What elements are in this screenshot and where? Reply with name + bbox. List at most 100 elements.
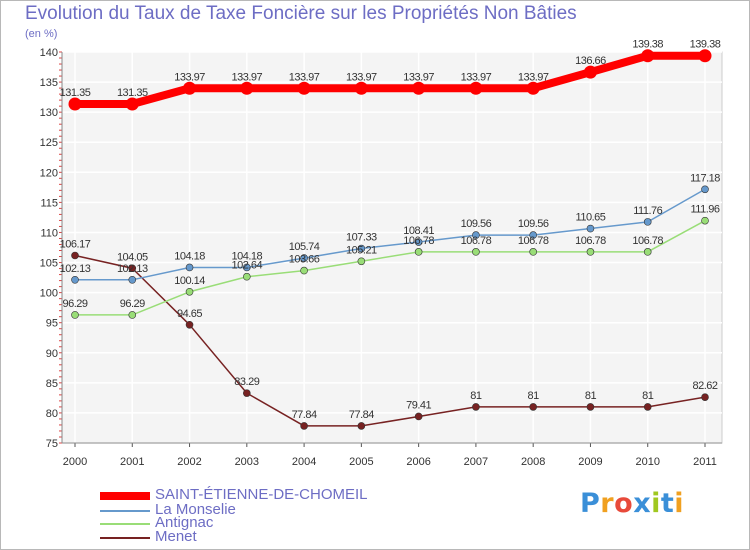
legend-item-la-monselie: La Monselie — [100, 501, 500, 518]
legend-swatch — [100, 492, 150, 500]
series-line — [71, 51, 709, 109]
data-point — [472, 403, 480, 411]
data-point — [300, 266, 308, 275]
x-tick-label: 2008 — [521, 456, 545, 468]
data-point — [641, 49, 655, 63]
data-point — [643, 403, 652, 411]
data-label: 102.13 — [60, 263, 91, 275]
series-line — [74, 219, 706, 316]
data-point — [183, 81, 197, 95]
data-point — [414, 412, 423, 421]
data-label: 106.78 — [575, 235, 606, 247]
data-label: 109.56 — [518, 218, 549, 230]
data-label: 133.97 — [518, 71, 549, 83]
data-point — [698, 49, 712, 63]
data-point — [472, 231, 480, 239]
y-tick-label: 120 — [40, 167, 58, 179]
x-tick-label: 2006 — [406, 456, 430, 468]
data-label: 133.97 — [231, 71, 262, 83]
data-point — [125, 97, 139, 111]
data-point — [357, 422, 366, 430]
logo-letter: P — [580, 488, 601, 519]
data-label: 100.14 — [174, 275, 205, 287]
legend-label: La Monselie — [155, 501, 236, 518]
logo-letter: t — [660, 488, 675, 519]
x-tick-label: 2002 — [177, 456, 201, 468]
data-point — [71, 276, 79, 284]
data-label: 108.41 — [403, 225, 434, 237]
data-label: 94.65 — [177, 308, 202, 320]
x-tick-label: 2005 — [349, 456, 373, 468]
data-label: 133.97 — [346, 71, 377, 83]
data-point — [71, 251, 79, 260]
data-label: 117.18 — [690, 172, 720, 184]
y-tick-label: 125 — [40, 137, 58, 149]
data-label: 105.21 — [346, 244, 377, 256]
data-label: 103.66 — [289, 254, 320, 266]
data-point — [71, 311, 79, 319]
data-label: 104.18 — [231, 250, 262, 262]
data-point — [243, 263, 251, 272]
logo-letter: r — [600, 488, 615, 519]
y-tick-label: 105 — [40, 258, 58, 270]
data-point — [185, 263, 194, 272]
legend-label: Antignac — [155, 514, 214, 531]
data-label: 105.74 — [289, 241, 320, 253]
data-point — [357, 257, 366, 266]
logo-letter: o — [614, 488, 634, 519]
data-point — [128, 276, 137, 284]
data-point — [701, 393, 709, 401]
data-point — [701, 185, 709, 194]
data-label: 106.78 — [403, 235, 434, 247]
x-tick-label: 2000 — [63, 456, 87, 468]
x-tick-label: 2011 — [693, 456, 717, 468]
data-point — [643, 248, 652, 256]
data-label: 82.62 — [692, 380, 717, 392]
data-label: 81 — [642, 390, 654, 402]
data-point — [128, 311, 137, 319]
legend-label: SAINT-ÉTIENNE-DE-CHOMEIL — [155, 486, 368, 503]
series-line — [74, 254, 706, 427]
data-label: 104.05 — [117, 251, 148, 263]
data-point — [185, 287, 194, 296]
data-label: 111.96 — [690, 204, 719, 216]
legend-swatch — [100, 523, 150, 525]
data-label: 133.97 — [289, 71, 320, 83]
data-label: 81 — [528, 390, 540, 402]
y-tick-label: 85 — [46, 378, 58, 390]
data-label: 102.13 — [117, 263, 148, 275]
data-label: 133.97 — [403, 71, 434, 83]
chart-title: Evolution du Taux de Taxe Foncière sur l… — [25, 3, 577, 24]
y-tick-label: 80 — [46, 408, 58, 420]
legend-swatch — [100, 537, 150, 539]
data-point — [586, 248, 595, 256]
legend-item-saint-etienne: SAINT-ÉTIENNE-DE-CHOMEIL — [100, 486, 500, 503]
data-point — [526, 81, 540, 95]
data-label: 96.29 — [62, 298, 87, 310]
data-label: 104.18 — [174, 250, 205, 262]
data-point — [68, 97, 82, 111]
y-tick-label: 95 — [46, 318, 58, 330]
y-tick-label: 135 — [40, 77, 58, 89]
data-label: 107.33 — [346, 232, 377, 244]
data-label: 111.76 — [633, 205, 662, 217]
data-label: 133.97 — [174, 71, 205, 83]
data-point — [185, 320, 194, 329]
y-tick-label: 115 — [40, 197, 58, 209]
data-point — [300, 422, 308, 430]
y-tick-label: 110 — [40, 227, 58, 239]
x-tick-label: 2004 — [292, 456, 316, 468]
data-label: 81 — [585, 390, 597, 402]
data-point — [128, 264, 137, 273]
x-tick-label: 2001 — [120, 456, 144, 468]
data-point — [701, 216, 709, 225]
data-point — [586, 403, 595, 411]
logo-letter: i — [651, 488, 661, 519]
data-label: 79.41 — [406, 399, 431, 411]
y-tick-label: 100 — [40, 288, 58, 300]
x-tick-label: 2007 — [464, 456, 488, 468]
data-label: 106.78 — [632, 235, 663, 247]
y-tick-label: 140 — [40, 47, 58, 59]
data-point — [243, 389, 251, 397]
data-point — [243, 272, 251, 281]
